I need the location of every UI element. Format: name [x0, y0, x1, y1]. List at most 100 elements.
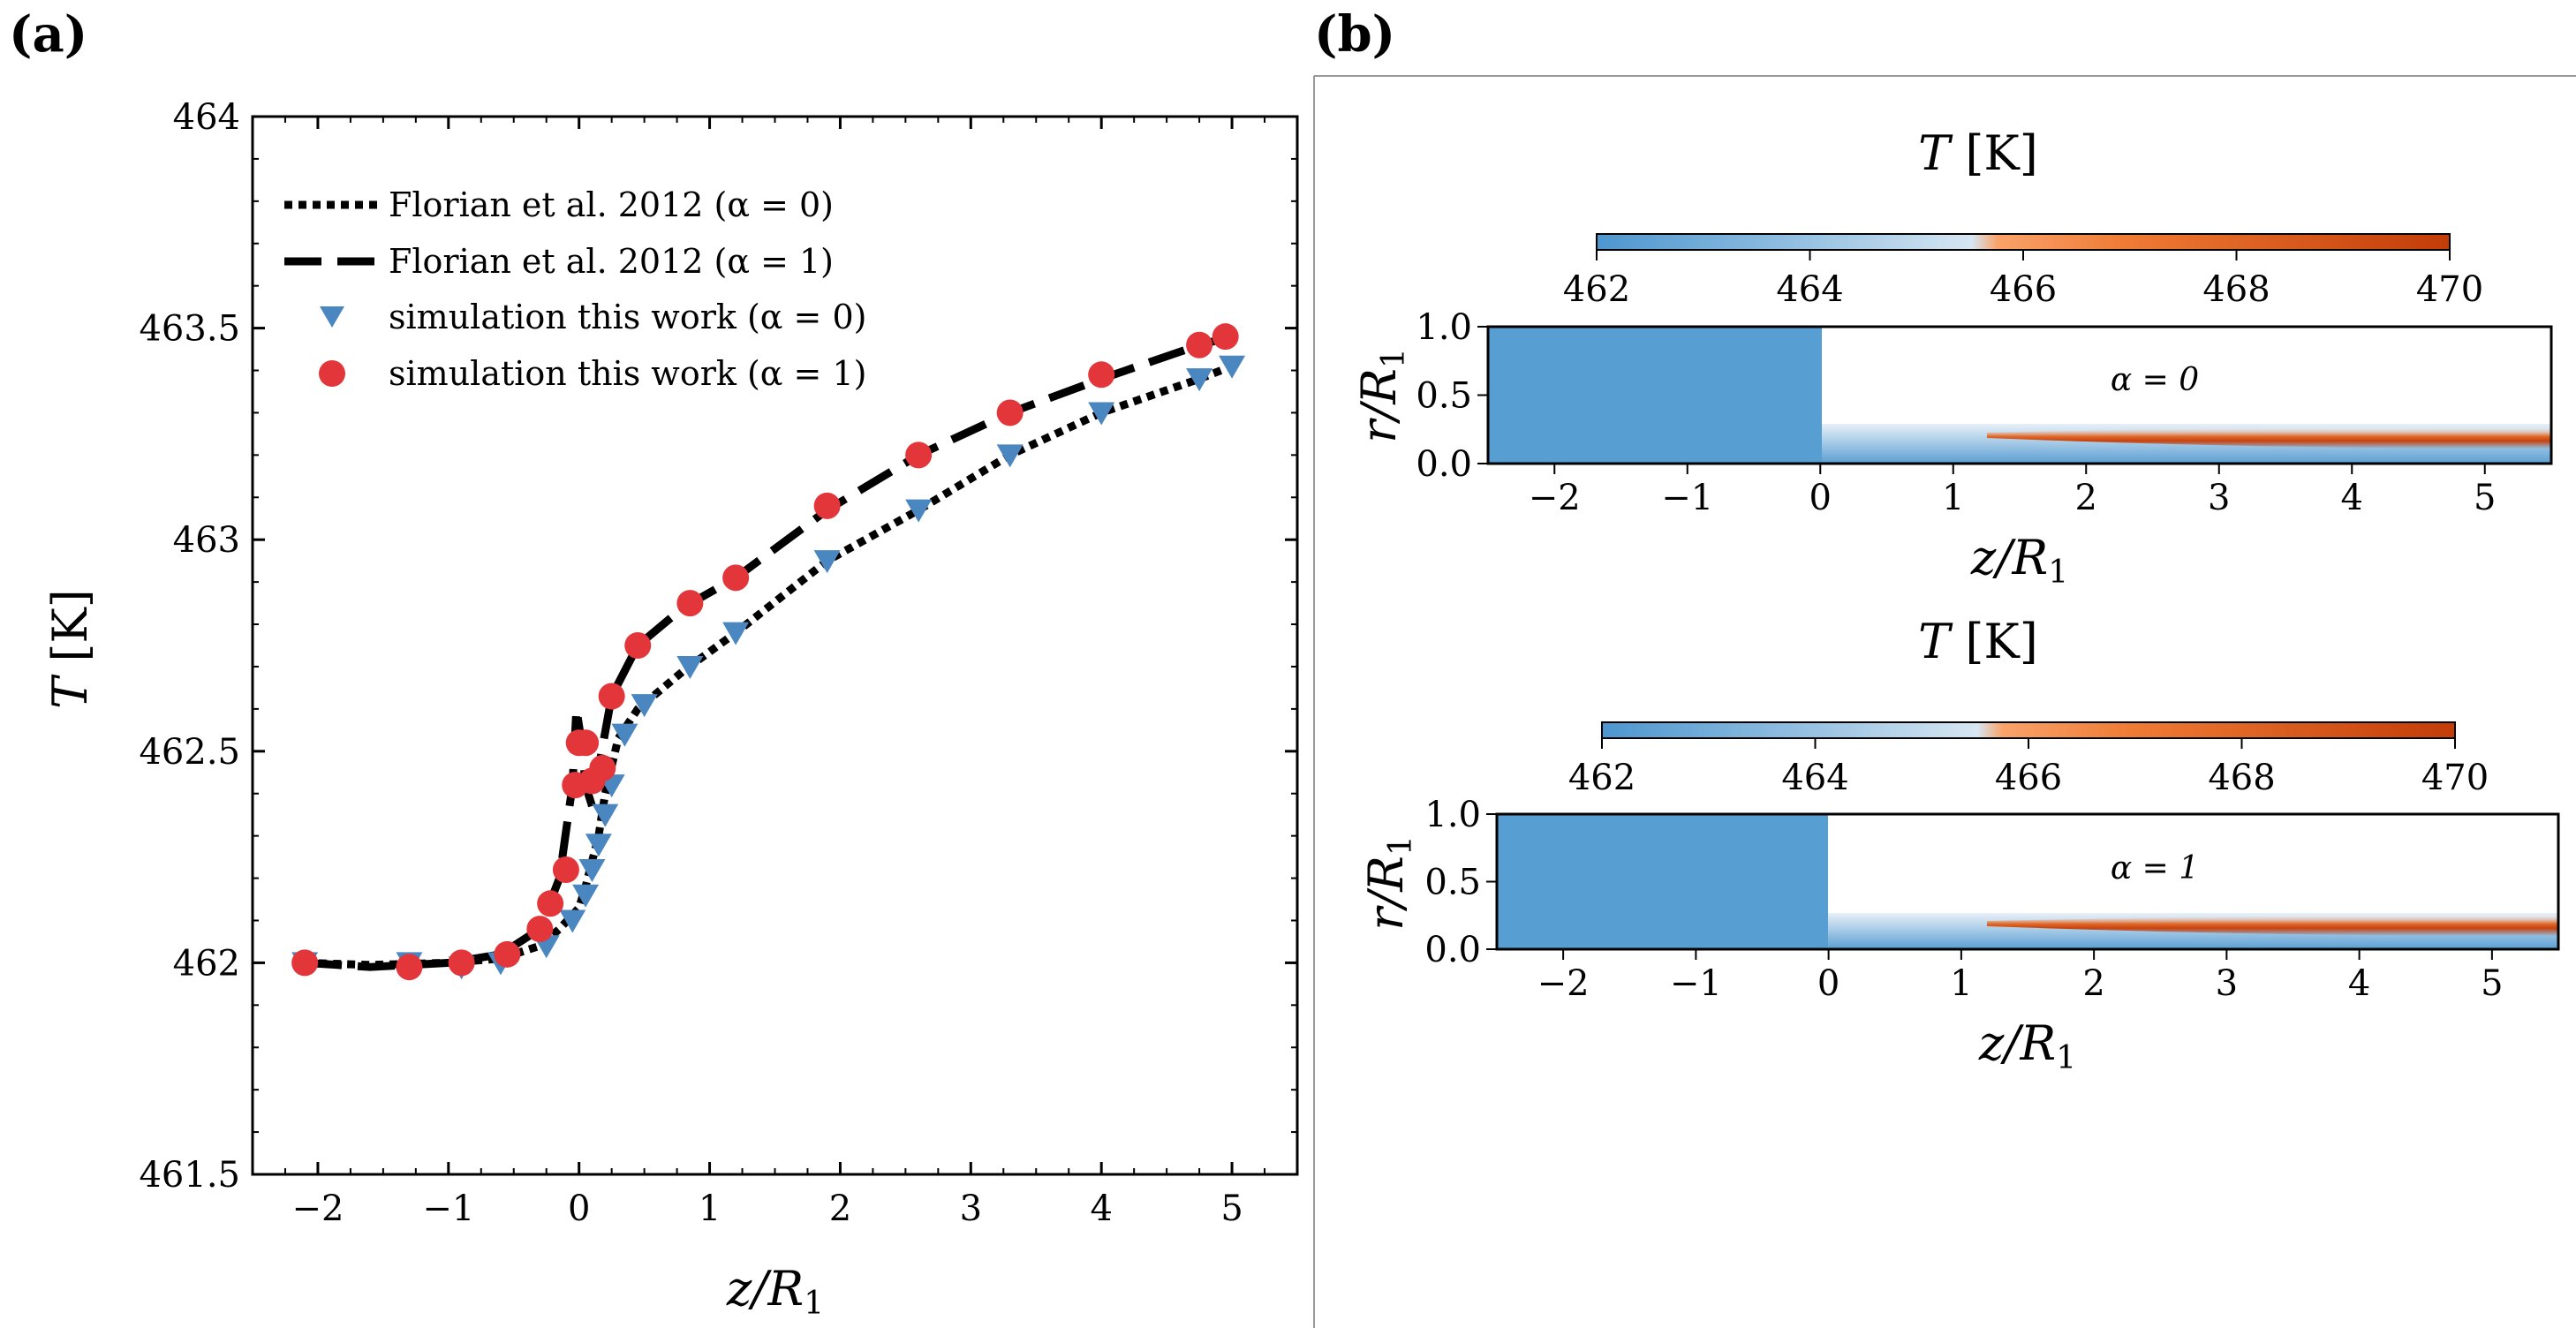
field-x-tick-label: 5 [2474, 478, 2496, 518]
sim-alpha0-point [722, 622, 750, 645]
x-tick-label: 2 [829, 1188, 851, 1229]
colorbar-tick-label: 466 [1995, 758, 2062, 798]
sim-alpha0-point [572, 884, 600, 908]
x-tick-label: 5 [1220, 1188, 1243, 1229]
sim-alpha1-point [598, 683, 625, 710]
y-tick-label: 463.5 [139, 309, 240, 350]
panel-a-frame [251, 115, 1299, 1176]
field-x-tick-label: −1 [1661, 478, 1713, 518]
sim-alpha1-point [905, 441, 933, 469]
field-y-tick-label: 0.0 [1416, 444, 1472, 485]
x-tick-label: −1 [422, 1188, 474, 1229]
panel-a-x-axis-label: z/R1 [726, 1261, 824, 1322]
sim-alpha1-point [813, 492, 841, 519]
colorbar-tick-label: 468 [2202, 269, 2270, 310]
field-x-tick-label: 3 [2208, 478, 2230, 518]
field-x-tick-label: 4 [2341, 478, 2363, 518]
field-bottom-plume [1987, 914, 2558, 936]
field-bottom-ticks: −2 −1 0 1 2 3 4 5 0.0 0.5 1.0 [1424, 795, 2503, 1004]
colorbar-tick-label: 470 [2416, 269, 2483, 310]
sim-alpha1-point [589, 754, 616, 781]
field-top-ticks: −2 −1 0 1 2 3 4 5 0.0 0.5 1.0 [1416, 307, 2496, 518]
y-tick-label: 463 [173, 520, 240, 561]
field-bottom-y-axis-label: r/R1 [1358, 835, 1419, 931]
panel-a-y-axis-label: T [K] [42, 589, 98, 709]
legend-marker-circle [319, 360, 345, 387]
x-tick-label: 4 [1090, 1188, 1112, 1229]
panel-a-ticks: −2 −1 0 1 2 3 4 5 461.5 462 462.5 463 463.5 464 [139, 97, 1298, 1229]
field-x-tick-label: 3 [2216, 963, 2238, 1004]
panel-a-legend: Florian et al. 2012 (α = 0) Florian et a… [284, 185, 866, 393]
sim-alpha1-point [448, 949, 475, 977]
sim-alpha1-point [722, 564, 750, 592]
sim-alpha1-point [291, 949, 319, 977]
field-y-tick-label: 1.0 [1424, 795, 1481, 835]
y-tick-label: 462 [173, 943, 240, 984]
x-tick-label: 3 [960, 1188, 982, 1229]
field-bottom-x-axis-label: z/R1 [1978, 1015, 2076, 1076]
field-x-tick-label: 0 [1809, 478, 1832, 518]
field-x-tick-label: −2 [1529, 478, 1581, 518]
colorbar-bottom [1601, 721, 2456, 739]
sim-alpha1-point [526, 916, 554, 943]
sim-alpha1-point [1088, 361, 1115, 389]
colorbar-top-ticks: 462 464 466 468 470 [1563, 250, 2483, 310]
field-x-tick-label: 2 [2075, 478, 2097, 518]
panel-b-top: T [K] 462 464 466 468 470 α = 0 −2 −1 0 1 2 3 4 5 0.… [1351, 125, 2553, 591]
colorbar-top [1596, 233, 2451, 251]
legend-label-sim-alpha0: simulation this work (α = 0) [389, 298, 866, 336]
sim-alpha0-point [996, 444, 1024, 468]
field-bottom-cold-region [1497, 814, 1828, 949]
field-y-tick-label: 0.0 [1424, 930, 1481, 970]
sim-alpha1-point [572, 729, 600, 757]
field-top-x-axis-label: z/R1 [1970, 530, 2068, 591]
sim-alpha0-point [578, 858, 606, 882]
colorbar-tick-label: 464 [1781, 758, 1848, 798]
field-y-tick-label: 1.0 [1416, 307, 1472, 348]
colorbar-tick-label: 466 [1990, 269, 2057, 310]
series-florian-alpha1-line [304, 332, 1234, 971]
x-tick-label: 0 [568, 1188, 590, 1229]
colorbar-bottom-ticks: 462 464 466 468 470 [1568, 738, 2489, 798]
field-x-tick-label: 1 [1942, 478, 1964, 518]
sim-alpha1-point [552, 856, 579, 883]
sim-alpha0-point [1219, 355, 1246, 379]
field-y-tick-label: 0.5 [1424, 863, 1481, 903]
panel-label-a: (a) [9, 5, 87, 64]
field-bottom-white-region [1828, 814, 2558, 913]
y-tick-label: 464 [173, 97, 240, 138]
legend-label-sim-alpha1: simulation this work (α = 1) [389, 354, 866, 393]
field-top-plume [1987, 426, 2551, 449]
panel-label-b: (b) [1314, 5, 1395, 64]
series-florian-alpha0-line [305, 362, 1234, 970]
sim-alpha0-point [592, 804, 619, 827]
panel-a-series [291, 323, 1246, 981]
sim-alpha0-point [559, 909, 586, 933]
field-x-tick-label: 5 [2481, 963, 2503, 1004]
sim-alpha1-point [676, 590, 704, 617]
field-x-tick-label: 4 [2348, 963, 2370, 1004]
sim-alpha1-point [396, 954, 423, 981]
y-tick-label: 461.5 [139, 1155, 240, 1196]
sim-alpha1-point [996, 399, 1024, 426]
sim-alpha1-point [1186, 331, 1213, 358]
sim-alpha0-point [611, 723, 638, 747]
sim-alpha1-point [537, 890, 564, 917]
field-x-tick-label: 2 [2082, 963, 2104, 1004]
y-tick-label: 462.5 [139, 732, 240, 773]
sim-alpha1-point [624, 632, 652, 659]
field-top-cold-region [1488, 327, 1822, 464]
colorbar-title-top: T [K] [1918, 125, 2038, 181]
field-top-white-region [1822, 327, 2551, 424]
field-x-tick-label: 1 [1950, 963, 1972, 1004]
sim-alpha0-point [585, 834, 612, 857]
field-y-tick-label: 0.5 [1416, 376, 1472, 417]
legend-marker-triangle [320, 306, 344, 328]
colorbar-tick-label: 462 [1568, 758, 1635, 798]
colorbar-tick-label: 464 [1776, 269, 1843, 310]
colorbar-tick-label: 470 [2421, 758, 2489, 798]
sim-alpha0-point [905, 499, 933, 523]
field-top-y-axis-label: r/R1 [1351, 348, 1412, 443]
